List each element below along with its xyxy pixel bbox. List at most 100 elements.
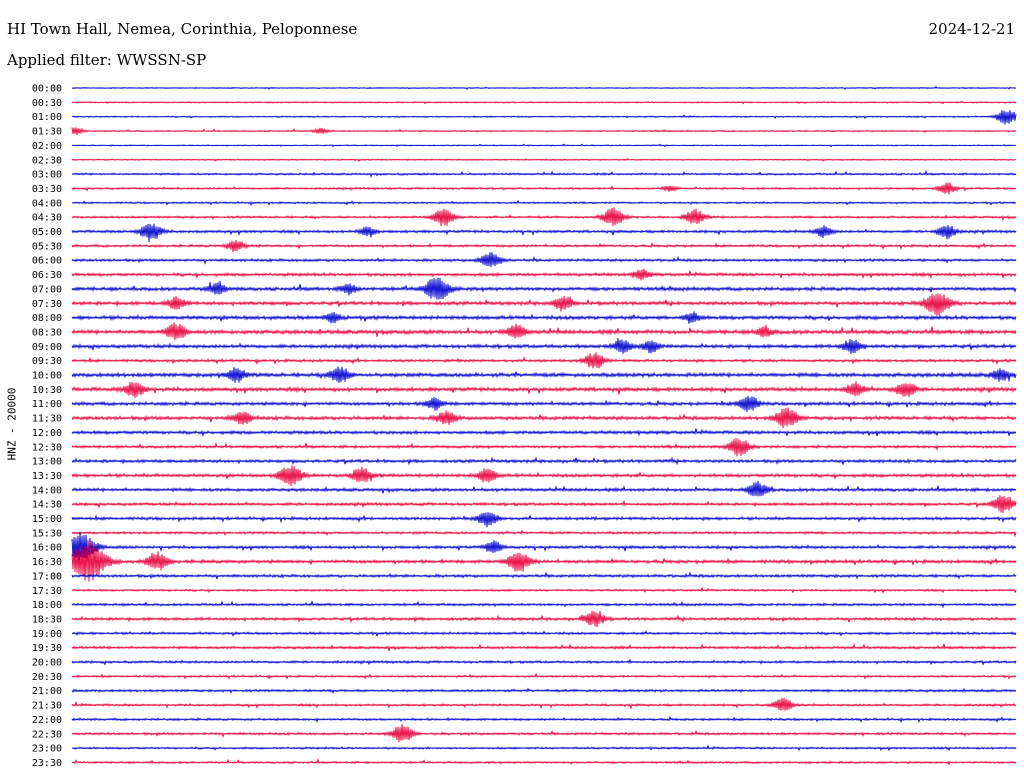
time-label: 15:30 [32, 528, 62, 539]
trace-line [71, 495, 1017, 513]
trace-line [71, 352, 1017, 369]
time-label: 13:00 [32, 457, 62, 468]
trace-line [71, 395, 1017, 412]
time-labels: 00:00 00:30 01:00 01:30 02:00 02:30 03:00 03:30… [32, 84, 62, 769]
time-label: 05:30 [32, 241, 62, 252]
trace-line [71, 658, 1017, 666]
time-label: 22:30 [32, 729, 62, 740]
time-label: 14:30 [32, 500, 62, 511]
time-label: 01:00 [32, 112, 62, 123]
trace-line [71, 311, 1017, 324]
trace-line [71, 723, 1017, 743]
time-label: 10:30 [32, 385, 62, 396]
trace-line [71, 697, 1017, 711]
time-label: 03:30 [32, 184, 62, 195]
trace-line [71, 438, 1017, 457]
trace-line [71, 381, 1017, 399]
time-label: 17:00 [32, 571, 62, 582]
trace-line [71, 540, 1017, 582]
trace-line [71, 744, 1017, 752]
time-label: 06:30 [32, 270, 62, 281]
trace-line [71, 687, 1017, 694]
time-label: 07:30 [32, 299, 62, 310]
time-label: 03:00 [32, 170, 62, 181]
trace-line [71, 512, 1017, 528]
time-label: 14:00 [32, 485, 62, 496]
time-label: 11:30 [32, 414, 62, 425]
trace-line [71, 277, 1017, 300]
time-label: 23:00 [32, 744, 62, 755]
time-label: 12:00 [32, 428, 62, 439]
trace-line [71, 630, 1017, 638]
time-label: 18:30 [32, 614, 62, 625]
time-label: 00:30 [32, 98, 62, 109]
trace-line [71, 110, 1017, 125]
trace-line [71, 407, 1017, 429]
time-label: 09:30 [32, 356, 62, 367]
trace-line [71, 642, 1017, 651]
trace-line [71, 531, 1017, 561]
time-label: 19:00 [32, 629, 62, 640]
trace-line [71, 338, 1017, 355]
trace-line [71, 293, 1017, 316]
trace-line [71, 182, 1017, 195]
time-label: 10:00 [32, 371, 62, 382]
trace-line [71, 428, 1017, 437]
trace-line [71, 758, 1017, 766]
filter-label: Applied filter: WWSSN-SP [7, 51, 207, 69]
time-label: 01:30 [32, 127, 62, 138]
time-label: 02:00 [32, 141, 62, 152]
time-label: 12:30 [32, 442, 62, 453]
time-label: 07:00 [32, 284, 62, 295]
trace-line [71, 480, 1017, 497]
trace-line [71, 672, 1017, 680]
time-label: 15:00 [32, 514, 62, 525]
trace-line [71, 268, 1017, 281]
trace-line [71, 157, 1017, 162]
time-label: 09:00 [32, 342, 62, 353]
station-title: HI Town Hall, Nemea, Corinthia, Peloponn… [7, 20, 358, 38]
trace-line [71, 207, 1017, 226]
time-label: 06:00 [32, 256, 62, 267]
trace-line [71, 252, 1017, 268]
trace-line [71, 610, 1017, 628]
date-label: 2024-12-21 [928, 20, 1015, 38]
time-label: 16:00 [32, 543, 62, 554]
time-label: 21:00 [32, 686, 62, 697]
trace-line [71, 169, 1017, 178]
trace-line [71, 465, 1017, 486]
time-label: 17:30 [32, 586, 62, 597]
trace-line [71, 85, 1017, 91]
trace-line [71, 529, 1017, 538]
time-label: 20:30 [32, 672, 62, 683]
trace-line [71, 223, 1017, 243]
trace-line [71, 199, 1017, 206]
time-label: 04:30 [32, 213, 62, 224]
time-label: 08:30 [32, 327, 62, 338]
trace-line [71, 127, 1017, 135]
time-label: 21:30 [32, 701, 62, 712]
trace-line [71, 586, 1017, 594]
time-label: 00:00 [32, 84, 62, 95]
seismic-traces [71, 85, 1017, 766]
time-label: 04:00 [32, 198, 62, 209]
time-label: 02:30 [32, 155, 62, 166]
time-label: 16:30 [32, 557, 62, 568]
time-label: 05:00 [32, 227, 62, 238]
trace-line [71, 143, 1017, 148]
time-label: 08:00 [32, 313, 62, 324]
trace-line [71, 366, 1017, 384]
time-label: 23:30 [32, 758, 62, 769]
trace-line [71, 715, 1017, 724]
time-label: 11:00 [32, 399, 62, 410]
trace-line [71, 322, 1017, 341]
time-label: 13:30 [32, 471, 62, 482]
trace-line [71, 600, 1017, 609]
trace-line [71, 100, 1017, 105]
trace-line [71, 456, 1017, 466]
trace-line [71, 571, 1017, 580]
time-label: 20:00 [32, 658, 62, 669]
time-label: 18:00 [32, 600, 62, 611]
time-label: 19:30 [32, 643, 62, 654]
